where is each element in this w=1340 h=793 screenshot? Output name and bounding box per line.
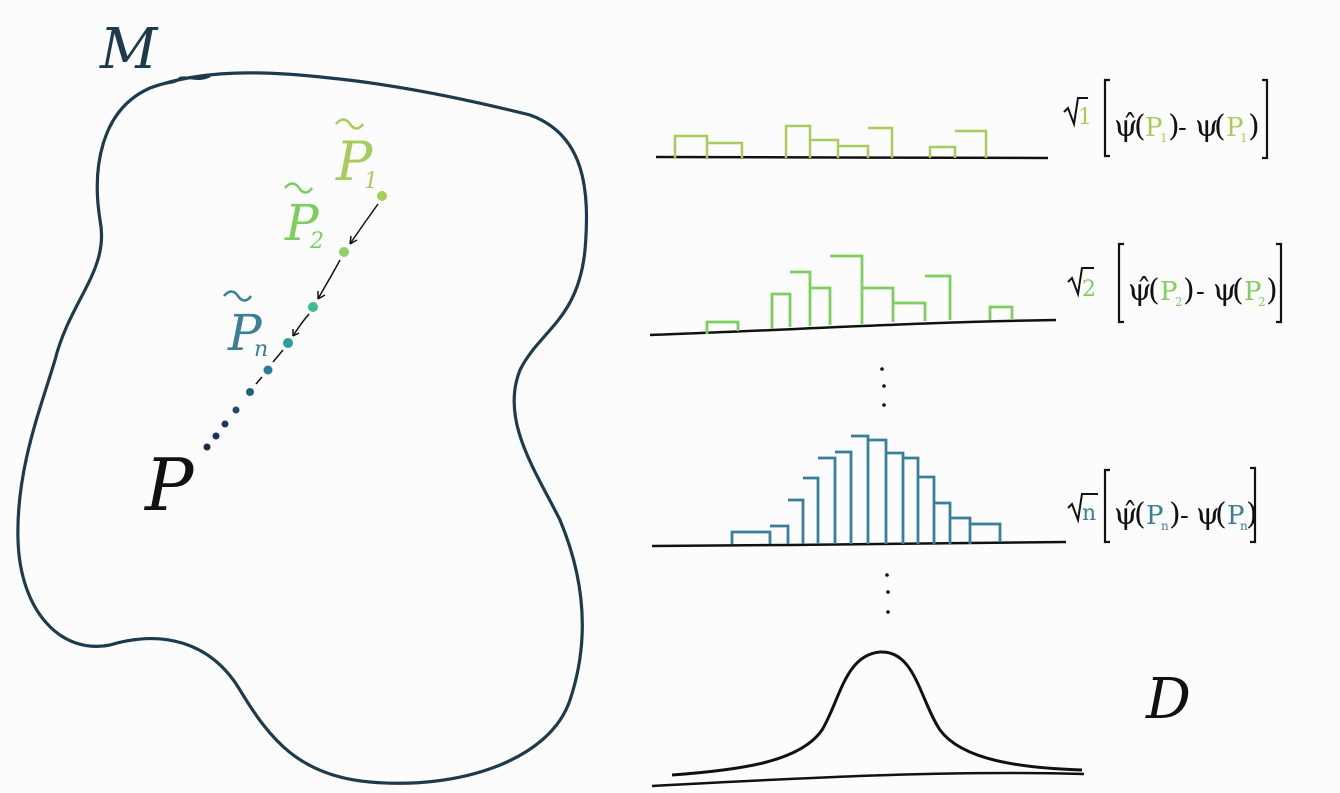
left-bracket (1117, 242, 1124, 324)
svg-text:-: - (1180, 501, 1189, 531)
baseline (651, 771, 1085, 788)
svg-text:n: n (1161, 519, 1169, 533)
svg-text:ψ: ψ (1213, 273, 1237, 308)
svg-text:2: 2 (1082, 277, 1096, 302)
svg-text:): ) (1168, 109, 1180, 144)
p2-label: P 2 (284, 182, 324, 254)
svg-text:): ) (1183, 273, 1195, 308)
pn-label: P n (223, 290, 268, 362)
right-bracket (1250, 466, 1257, 544)
svg-text:1: 1 (1240, 131, 1248, 145)
svg-text:(: ( (1214, 109, 1226, 144)
formula-row-1: 1 ψ̂ ( P 1 ) - ψ ( P 1 ) (1063, 78, 1269, 160)
sequence-arrows (255, 203, 379, 385)
manifold-outline (16, 71, 589, 785)
svg-text:(: ( (1148, 273, 1160, 308)
point-p9 (212, 432, 220, 440)
ellipsis-vertical-1 (880, 367, 886, 407)
svg-text:): ) (1169, 497, 1181, 532)
histogram-2 (649, 254, 1057, 337)
sequence-points (203, 191, 387, 451)
gaussian-curve (671, 650, 1083, 777)
point-p-label: P (143, 443, 195, 527)
svg-text:P: P (1160, 277, 1178, 307)
svg-text:ψ̂: ψ̂ (1128, 273, 1152, 308)
svg-text:(: ( (1215, 497, 1227, 532)
svg-text:2: 2 (1258, 295, 1266, 309)
right-bracket (1276, 242, 1283, 324)
svg-text:): ) (1248, 109, 1260, 144)
sqrt-icon (1067, 267, 1094, 298)
svg-text:n: n (254, 337, 268, 362)
point-p1 (377, 191, 387, 201)
svg-text:(: ( (1134, 497, 1146, 532)
point-p2 (339, 247, 349, 257)
tilde-icon (223, 290, 253, 302)
svg-text:1: 1 (1160, 131, 1168, 145)
point-p3 (308, 302, 318, 312)
point-p6 (246, 388, 254, 396)
svg-text:ψ: ψ (1195, 109, 1219, 144)
svg-text:n: n (1240, 519, 1248, 533)
point-p10 (203, 443, 211, 451)
svg-text:P: P (1145, 113, 1163, 143)
left-bracket (1103, 468, 1110, 544)
point-p5 (263, 365, 273, 375)
svg-text:2: 2 (1175, 295, 1183, 309)
svg-text:P: P (1146, 501, 1164, 531)
svg-text:): ) (1266, 273, 1278, 308)
point-p7 (232, 406, 240, 414)
svg-text:-: - (1178, 113, 1187, 143)
svg-text:(: ( (1232, 273, 1244, 308)
left-bracket (1103, 78, 1110, 158)
svg-text:P: P (1244, 277, 1262, 307)
formula-row-2: 2 ψ̂ ( P 2 ) - ψ ( P 2 ) (1067, 242, 1283, 324)
tilde-icon (284, 182, 314, 194)
formula-row-n: n ψ̂ ( P n ) - ψ ( P n ) (1067, 466, 1258, 544)
point-p4 (283, 338, 293, 348)
histogram-1 (655, 124, 1049, 160)
svg-text:P: P (284, 194, 320, 252)
sqrt-icon (1063, 97, 1088, 128)
sqrt-icon (1067, 493, 1098, 524)
histogram-n (651, 434, 1067, 548)
svg-text:ψ: ψ (1196, 497, 1220, 532)
svg-text:P: P (335, 130, 374, 193)
tilde-icon (335, 118, 365, 130)
limit-distribution (651, 650, 1085, 788)
svg-text:n: n (1082, 501, 1096, 526)
svg-text:(: ( (1134, 109, 1146, 144)
manifold-label: M (99, 17, 159, 82)
svg-text:1: 1 (364, 169, 378, 194)
svg-text:-: - (1196, 277, 1205, 307)
manifold-top-squiggle (149, 74, 211, 90)
right-bracket (1262, 78, 1269, 160)
baseline (651, 540, 1067, 548)
svg-text:P: P (227, 304, 263, 362)
svg-text:): ) (1246, 497, 1258, 532)
svg-text:2: 2 (309, 229, 324, 254)
point-p8 (221, 420, 229, 428)
svg-text:ψ̂: ψ̂ (1114, 497, 1138, 532)
svg-text:1: 1 (1078, 105, 1092, 130)
svg-text:P: P (1226, 113, 1244, 143)
svg-text:P: P (1227, 501, 1245, 531)
baseline (655, 155, 1049, 160)
ellipsis-vertical-2 (885, 573, 890, 614)
limit-label: D (1145, 667, 1191, 732)
p1-label: P 1 (335, 118, 378, 194)
svg-text:ψ̂: ψ̂ (1114, 109, 1138, 144)
